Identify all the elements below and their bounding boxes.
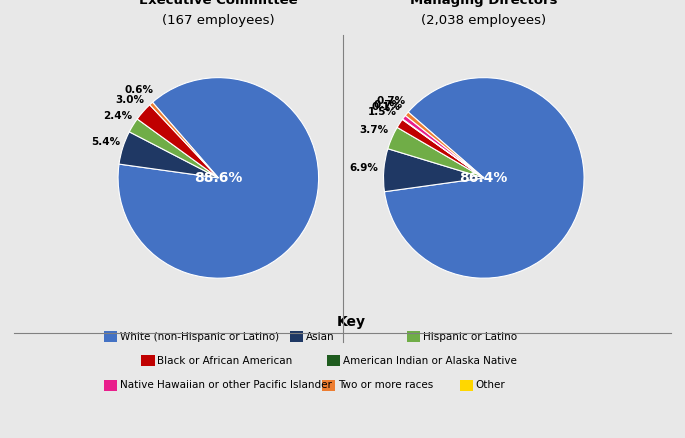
Wedge shape — [384, 78, 584, 278]
FancyBboxPatch shape — [104, 380, 118, 391]
FancyBboxPatch shape — [141, 355, 155, 366]
Text: Black or African American: Black or African American — [158, 356, 292, 366]
Text: 3.0%: 3.0% — [115, 95, 144, 105]
Wedge shape — [388, 127, 484, 178]
Wedge shape — [397, 120, 484, 178]
Wedge shape — [118, 78, 319, 278]
Text: American Indian or Alaska Native: American Indian or Alaska Native — [343, 356, 517, 366]
Text: 5.4%: 5.4% — [91, 137, 120, 147]
FancyBboxPatch shape — [290, 331, 303, 342]
Wedge shape — [119, 132, 219, 178]
Text: Executive Committee: Executive Committee — [139, 0, 298, 7]
FancyBboxPatch shape — [327, 355, 340, 366]
Text: Native Hawaiian or other Pacific Islander: Native Hawaiian or other Pacific Islande… — [120, 380, 332, 390]
FancyBboxPatch shape — [407, 331, 420, 342]
Text: Other: Other — [476, 380, 506, 390]
Wedge shape — [137, 105, 219, 178]
Wedge shape — [150, 102, 219, 178]
Text: 0.7%: 0.7% — [373, 100, 403, 110]
Text: Two or more races: Two or more races — [338, 380, 433, 390]
Text: 0.1%: 0.1% — [372, 102, 401, 113]
Text: Managing Directors: Managing Directors — [410, 0, 558, 7]
Text: (167 employees): (167 employees) — [162, 14, 275, 28]
Wedge shape — [402, 119, 484, 178]
FancyBboxPatch shape — [322, 380, 335, 391]
Text: 6.9%: 6.9% — [349, 163, 378, 173]
Text: 86.4%: 86.4% — [460, 171, 508, 185]
Wedge shape — [384, 149, 484, 192]
Text: Key: Key — [336, 315, 366, 329]
FancyBboxPatch shape — [104, 331, 118, 342]
Text: White (non-Hispanic or Latino): White (non-Hispanic or Latino) — [120, 332, 279, 342]
Wedge shape — [406, 112, 484, 178]
Text: Asian: Asian — [306, 332, 334, 342]
Text: 0.7%: 0.7% — [377, 96, 406, 106]
Wedge shape — [403, 116, 484, 178]
Text: 2.4%: 2.4% — [103, 111, 132, 121]
Text: 0.6%: 0.6% — [125, 85, 153, 95]
FancyBboxPatch shape — [460, 380, 473, 391]
Text: 1.5%: 1.5% — [369, 107, 397, 117]
Text: Hispanic or Latino: Hispanic or Latino — [423, 332, 517, 342]
Text: (2,038 employees): (2,038 employees) — [421, 14, 547, 28]
Text: 88.6%: 88.6% — [194, 171, 242, 185]
Text: 3.7%: 3.7% — [359, 125, 388, 135]
Wedge shape — [129, 119, 219, 178]
